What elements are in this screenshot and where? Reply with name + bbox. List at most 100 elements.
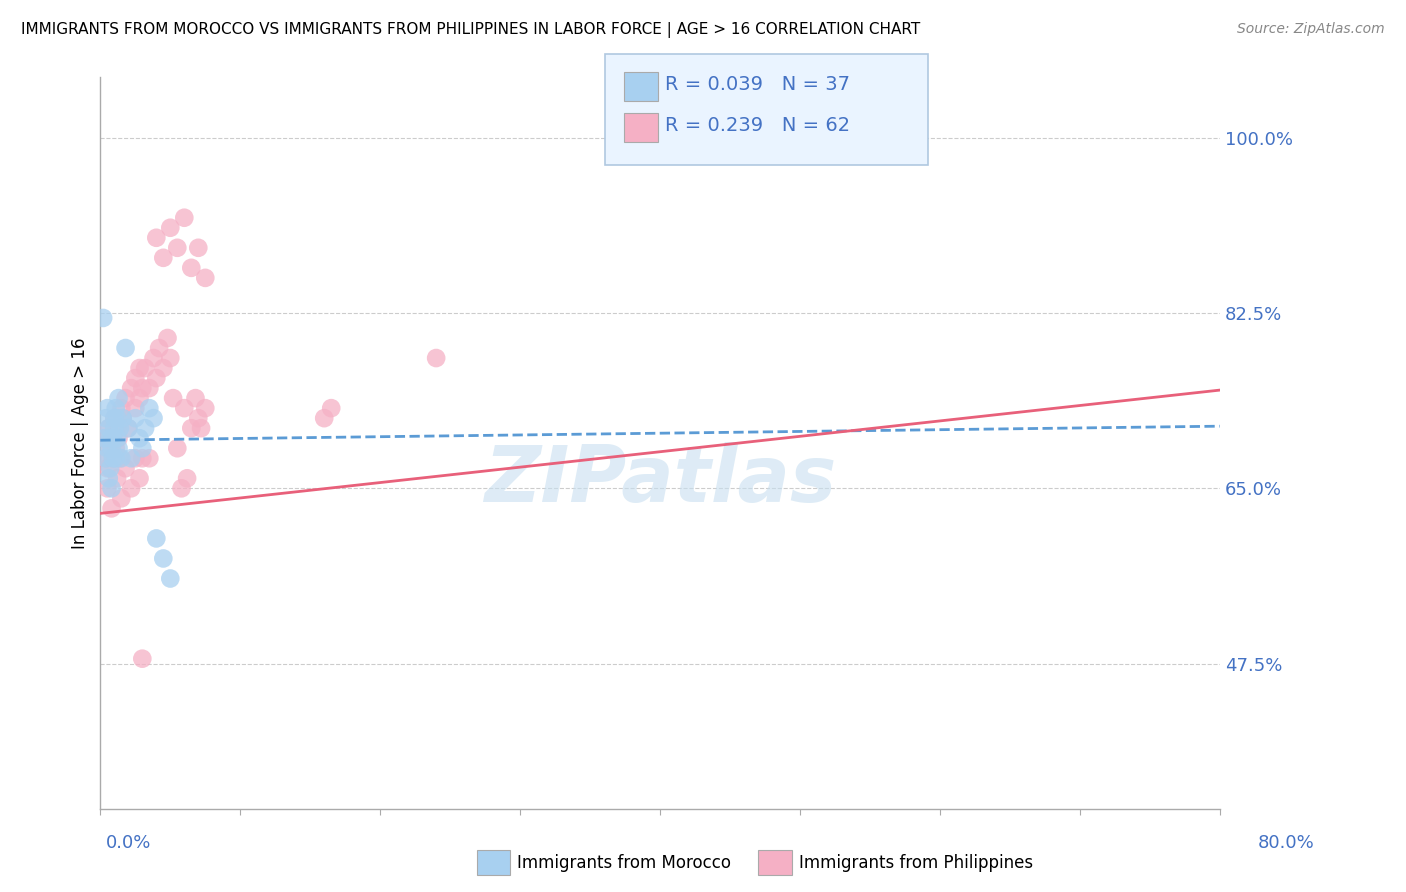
Point	[180, 421, 202, 435]
Point	[98, 461, 121, 475]
Point	[111, 411, 134, 425]
Point	[173, 211, 195, 225]
Point	[148, 341, 170, 355]
Point	[176, 471, 198, 485]
Point	[110, 491, 132, 506]
Point	[100, 442, 122, 456]
Point	[194, 271, 217, 285]
Text: IMMIGRANTS FROM MOROCCO VS IMMIGRANTS FROM PHILIPPINES IN LABOR FORCE | AGE > 16: IMMIGRANTS FROM MOROCCO VS IMMIGRANTS FR…	[21, 22, 921, 38]
Point	[425, 351, 447, 365]
Point	[145, 371, 167, 385]
Point	[170, 481, 193, 495]
Point	[104, 442, 127, 456]
Point	[100, 431, 122, 445]
Point	[94, 451, 117, 466]
Point	[152, 551, 174, 566]
Point	[124, 411, 146, 425]
Point	[101, 431, 124, 445]
Point	[97, 471, 120, 485]
Point	[104, 401, 127, 416]
Point	[124, 451, 146, 466]
Text: Immigrants from Morocco: Immigrants from Morocco	[517, 854, 731, 871]
Point	[105, 431, 128, 445]
Text: Source: ZipAtlas.com: Source: ZipAtlas.com	[1237, 22, 1385, 37]
Point	[96, 401, 118, 416]
Point	[117, 421, 139, 435]
Point	[124, 401, 146, 416]
Point	[108, 421, 131, 435]
Point	[100, 501, 122, 516]
Point	[131, 651, 153, 665]
Point	[100, 481, 122, 495]
Point	[184, 391, 207, 405]
Point	[173, 401, 195, 416]
Point	[94, 411, 117, 425]
Point	[101, 451, 124, 466]
Point	[138, 381, 160, 395]
Point	[114, 461, 136, 475]
Point	[111, 411, 134, 425]
Point	[159, 220, 181, 235]
Point	[107, 442, 129, 456]
Point	[152, 361, 174, 376]
Point	[321, 401, 343, 416]
Point	[156, 331, 179, 345]
Point	[91, 310, 114, 325]
Text: Immigrants from Philippines: Immigrants from Philippines	[799, 854, 1033, 871]
Point	[166, 241, 188, 255]
Point	[97, 421, 120, 435]
Point	[103, 421, 125, 435]
Point	[162, 391, 184, 405]
Point	[131, 442, 153, 456]
Point	[93, 431, 115, 445]
Text: R = 0.239   N = 62: R = 0.239 N = 62	[665, 116, 851, 135]
Point	[128, 391, 150, 405]
Point	[94, 451, 117, 466]
Point	[96, 442, 118, 456]
Point	[107, 391, 129, 405]
Point	[97, 421, 120, 435]
Point	[159, 572, 181, 586]
Point	[120, 381, 142, 395]
Point	[131, 381, 153, 395]
Point	[93, 431, 115, 445]
Point	[110, 451, 132, 466]
Point	[107, 431, 129, 445]
Point	[138, 451, 160, 466]
Point	[128, 361, 150, 376]
Point	[96, 461, 118, 475]
Point	[101, 451, 124, 466]
Point	[142, 411, 165, 425]
Point	[187, 411, 209, 425]
Point	[105, 411, 128, 425]
Point	[187, 241, 209, 255]
Point	[96, 481, 118, 495]
Text: 80.0%: 80.0%	[1258, 834, 1315, 852]
Point	[142, 351, 165, 365]
Point	[145, 231, 167, 245]
Point	[103, 411, 125, 425]
Point	[131, 451, 153, 466]
Point	[134, 421, 156, 435]
Point	[180, 260, 202, 275]
Point	[314, 411, 336, 425]
Point	[98, 442, 121, 456]
Point	[120, 451, 142, 466]
Point	[103, 411, 125, 425]
Point	[117, 421, 139, 435]
Point	[105, 471, 128, 485]
Point	[138, 401, 160, 416]
Point	[108, 451, 131, 466]
Point	[124, 371, 146, 385]
Point	[104, 451, 127, 466]
Point	[194, 401, 217, 416]
Text: ZIPatlas: ZIPatlas	[484, 442, 837, 517]
Y-axis label: In Labor Force | Age > 16: In Labor Force | Age > 16	[72, 337, 89, 549]
Point	[98, 431, 121, 445]
Point	[134, 361, 156, 376]
Point	[190, 421, 212, 435]
Point	[159, 351, 181, 365]
Point	[166, 442, 188, 456]
Point	[128, 431, 150, 445]
Point	[114, 391, 136, 405]
